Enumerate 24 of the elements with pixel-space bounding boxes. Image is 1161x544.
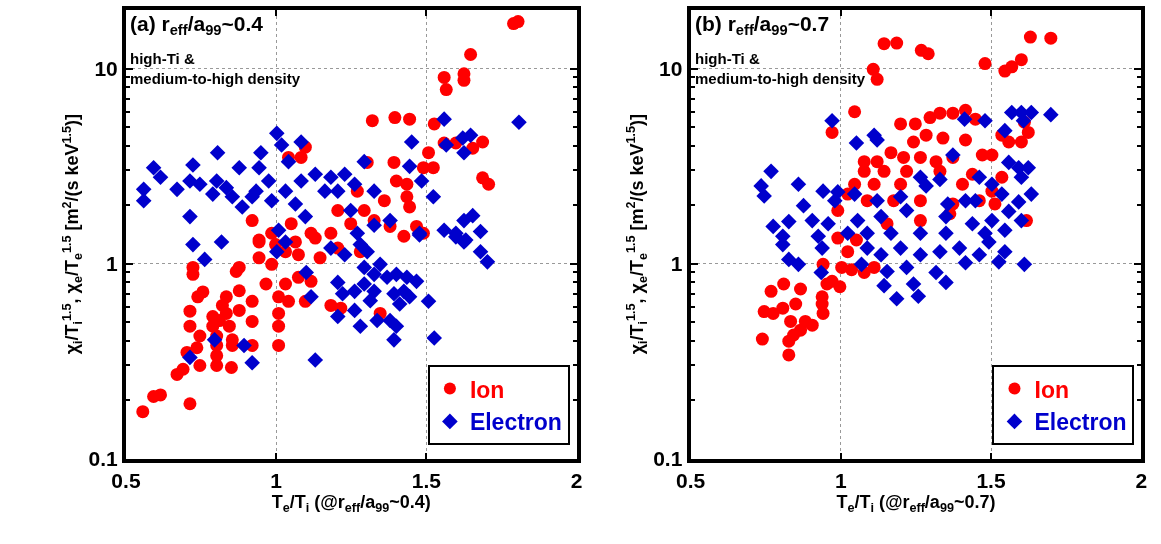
x-tick-label: 0.5	[111, 468, 141, 492]
text: T$_{e}$/T$_{i}$ (@r$_{eff}$/a$_{99}$~0.4)	[271, 491, 431, 515]
x-tick-label: 2	[570, 468, 583, 492]
text: T$_{e}$/T$_{i}$ (@r$_{eff}$/a$_{99}$~0.7)	[836, 491, 996, 515]
x-tick-label: 0.5	[675, 468, 706, 492]
legend-label: Ion	[469, 376, 505, 403]
y-tick-label: 1	[106, 251, 119, 275]
x-tick-label: 1.5	[976, 468, 1006, 492]
chart-title: (b) r$_{eff}$/a$_{99}$~0.7	[695, 12, 830, 39]
y-tick-label: 0.1	[653, 446, 683, 470]
chart-title: (a) r$_{eff}$/a$_{99}$~0.4	[130, 12, 264, 39]
y-tick-label: 1	[670, 251, 683, 275]
text: high-Ti & medium-to-high density	[695, 50, 866, 87]
text: high-Ti & medium-to-high density	[130, 50, 301, 87]
x-tick-label: 1	[270, 468, 283, 492]
y-tick-label: 10	[659, 56, 683, 80]
x-tick-label: 1	[834, 468, 847, 492]
legend-label: Electron	[1034, 409, 1127, 436]
legend-label: Electron	[469, 409, 562, 436]
y-tick-label: 10	[94, 56, 118, 80]
x-tick-label: 1.5	[411, 468, 442, 492]
legend-label: Ion	[1034, 376, 1069, 403]
x-tick-label: 2	[1135, 468, 1148, 492]
y-tick-label: 0.1	[88, 446, 119, 470]
